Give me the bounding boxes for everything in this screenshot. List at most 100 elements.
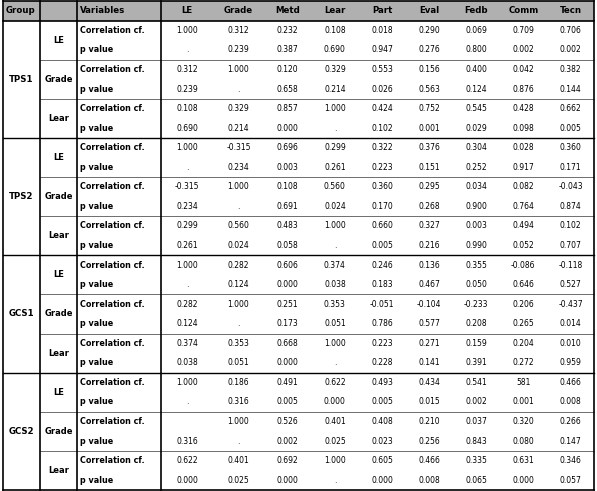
Bar xyxy=(547,314,594,333)
Bar xyxy=(453,236,500,255)
Bar xyxy=(358,21,405,40)
Text: 0.208: 0.208 xyxy=(466,319,487,328)
Text: Correlation cf.: Correlation cf. xyxy=(79,300,144,309)
Text: 0.290: 0.290 xyxy=(418,26,440,35)
Bar xyxy=(213,21,264,40)
Text: 0.206: 0.206 xyxy=(512,300,534,309)
Text: 0.268: 0.268 xyxy=(418,202,440,211)
Text: -0.118: -0.118 xyxy=(558,261,583,270)
Bar xyxy=(3,79,40,99)
Bar xyxy=(547,138,594,158)
Bar xyxy=(213,1,264,21)
Text: 0.159: 0.159 xyxy=(466,339,487,348)
Bar xyxy=(213,295,264,314)
Bar xyxy=(453,40,500,60)
Bar xyxy=(3,196,40,216)
Bar xyxy=(500,333,547,353)
Bar xyxy=(264,40,312,60)
Bar xyxy=(264,99,312,118)
Text: p value: p value xyxy=(79,398,113,407)
Bar xyxy=(77,158,161,177)
Bar xyxy=(405,451,453,470)
Text: 0.029: 0.029 xyxy=(466,124,487,133)
Text: p value: p value xyxy=(79,84,113,93)
Bar xyxy=(213,60,264,79)
Text: 0.001: 0.001 xyxy=(418,124,440,133)
Bar xyxy=(40,392,77,412)
Bar xyxy=(161,373,213,392)
Text: 0.605: 0.605 xyxy=(371,456,393,465)
Bar xyxy=(264,353,312,373)
Bar xyxy=(358,333,405,353)
Text: 1.000: 1.000 xyxy=(324,339,346,348)
Text: 0.000: 0.000 xyxy=(512,476,534,485)
Bar xyxy=(40,451,77,490)
Bar xyxy=(3,60,40,79)
Text: 0.374: 0.374 xyxy=(176,339,198,348)
Text: 0.058: 0.058 xyxy=(277,241,298,250)
Bar xyxy=(453,196,500,216)
Bar xyxy=(405,431,453,451)
Text: 0.151: 0.151 xyxy=(418,163,440,172)
Text: 0.000: 0.000 xyxy=(277,124,298,133)
Bar xyxy=(405,21,453,40)
Bar xyxy=(264,431,312,451)
Bar xyxy=(213,412,264,431)
Text: 0.690: 0.690 xyxy=(176,124,198,133)
Text: 0.355: 0.355 xyxy=(465,261,487,270)
Text: 0.000: 0.000 xyxy=(371,476,393,485)
Text: 0.005: 0.005 xyxy=(371,241,393,250)
Bar xyxy=(547,412,594,431)
Text: 0.282: 0.282 xyxy=(228,261,250,270)
Bar xyxy=(547,158,594,177)
Bar xyxy=(500,216,547,236)
Bar xyxy=(77,392,161,412)
Bar xyxy=(264,60,312,79)
Text: 0.401: 0.401 xyxy=(324,417,346,426)
Text: Correlation cf.: Correlation cf. xyxy=(79,104,144,113)
Bar xyxy=(358,255,405,275)
Bar xyxy=(40,21,77,60)
Bar xyxy=(3,118,40,138)
Text: Grade: Grade xyxy=(44,75,73,84)
Text: GCS1: GCS1 xyxy=(9,309,35,319)
Text: 0.360: 0.360 xyxy=(559,143,581,152)
Text: 0.025: 0.025 xyxy=(227,476,250,485)
Text: 0.156: 0.156 xyxy=(418,65,440,74)
Text: 0.000: 0.000 xyxy=(324,398,346,407)
Bar xyxy=(405,216,453,236)
Bar xyxy=(77,431,161,451)
Text: 0.144: 0.144 xyxy=(559,84,581,93)
Bar xyxy=(77,451,161,470)
Bar xyxy=(40,216,77,255)
Text: 0.707: 0.707 xyxy=(559,241,581,250)
Text: 0.261: 0.261 xyxy=(324,163,346,172)
Text: Correlation cf.: Correlation cf. xyxy=(79,417,144,426)
Text: LE: LE xyxy=(53,388,64,397)
Text: 1.000: 1.000 xyxy=(227,182,250,191)
Text: 0.692: 0.692 xyxy=(277,456,298,465)
Bar xyxy=(213,275,264,295)
Text: Group: Group xyxy=(5,6,35,15)
Text: p value: p value xyxy=(79,358,113,367)
Text: 0.560: 0.560 xyxy=(324,182,346,191)
Text: 0.038: 0.038 xyxy=(324,280,346,289)
Text: 0.709: 0.709 xyxy=(512,26,534,35)
Text: p value: p value xyxy=(79,163,113,172)
Text: 0.000: 0.000 xyxy=(277,476,298,485)
Bar xyxy=(3,412,40,431)
Bar xyxy=(77,255,161,275)
Bar xyxy=(40,196,77,216)
Text: 0.023: 0.023 xyxy=(371,436,393,446)
Text: .: . xyxy=(238,436,240,446)
Bar xyxy=(358,314,405,333)
Text: 0.173: 0.173 xyxy=(277,319,298,328)
Text: 0.553: 0.553 xyxy=(371,65,393,74)
Text: 0.424: 0.424 xyxy=(371,104,393,113)
Bar xyxy=(161,60,213,79)
Bar xyxy=(405,60,453,79)
Bar xyxy=(405,40,453,60)
Bar xyxy=(453,118,500,138)
Text: 0.002: 0.002 xyxy=(466,398,487,407)
Text: 0.690: 0.690 xyxy=(324,45,346,55)
